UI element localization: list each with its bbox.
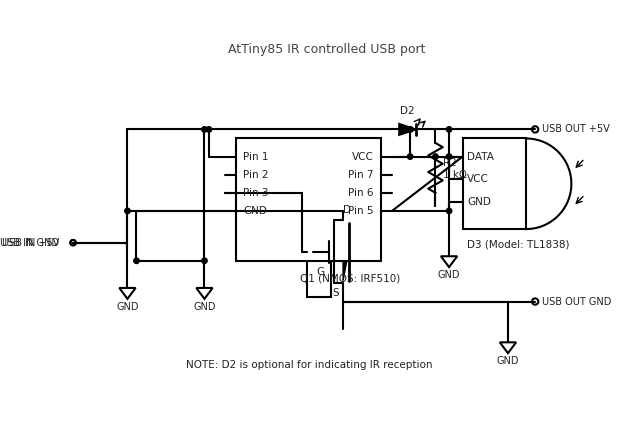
Bar bbox=[463, 139, 526, 229]
Text: Pin 1: Pin 1 bbox=[244, 152, 269, 161]
Circle shape bbox=[407, 127, 413, 132]
Bar bbox=[236, 139, 381, 261]
Text: GND: GND bbox=[467, 197, 491, 207]
Text: USB OUT GND: USB OUT GND bbox=[542, 297, 612, 307]
Text: D2: D2 bbox=[400, 106, 415, 116]
Text: S: S bbox=[332, 288, 339, 298]
Text: Q1 (NMOS: IRF510): Q1 (NMOS: IRF510) bbox=[299, 274, 400, 284]
Circle shape bbox=[407, 154, 413, 159]
Circle shape bbox=[407, 127, 413, 132]
Circle shape bbox=[125, 208, 130, 214]
Circle shape bbox=[206, 127, 211, 132]
Bar bbox=[307, 247, 331, 297]
Text: D: D bbox=[343, 205, 351, 216]
Text: Pin 3: Pin 3 bbox=[244, 188, 269, 198]
Text: NOTE: D2 is optional for indicating IR reception: NOTE: D2 is optional for indicating IR r… bbox=[187, 360, 433, 370]
Polygon shape bbox=[343, 223, 348, 281]
Text: R2: R2 bbox=[443, 158, 456, 169]
Text: GND: GND bbox=[244, 206, 267, 216]
Text: Pin 6: Pin 6 bbox=[348, 188, 374, 198]
Circle shape bbox=[446, 127, 452, 132]
Text: Pin 2: Pin 2 bbox=[244, 170, 269, 180]
Text: GND: GND bbox=[116, 301, 139, 312]
Circle shape bbox=[433, 154, 438, 159]
Text: VCC: VCC bbox=[352, 152, 374, 161]
Text: USB IN GND: USB IN GND bbox=[1, 238, 60, 248]
Circle shape bbox=[446, 154, 452, 159]
Text: GND: GND bbox=[497, 356, 519, 366]
Text: Pin 5: Pin 5 bbox=[348, 206, 374, 216]
Text: D3 (Model: TL1838): D3 (Model: TL1838) bbox=[467, 240, 570, 250]
Text: Pin 7: Pin 7 bbox=[348, 170, 374, 180]
Text: 1 kΩ: 1 kΩ bbox=[443, 170, 467, 180]
Circle shape bbox=[134, 258, 140, 264]
Text: USB OUT +5V: USB OUT +5V bbox=[542, 125, 610, 134]
Text: GND: GND bbox=[193, 301, 216, 312]
Text: DATA: DATA bbox=[467, 152, 494, 161]
Circle shape bbox=[202, 127, 207, 132]
Text: G: G bbox=[316, 267, 324, 277]
Text: AtTiny85 IR controlled USB port: AtTiny85 IR controlled USB port bbox=[228, 43, 425, 56]
Text: USB IN +5V: USB IN +5V bbox=[2, 238, 60, 248]
Circle shape bbox=[446, 208, 452, 214]
Polygon shape bbox=[399, 124, 415, 135]
Text: VCC: VCC bbox=[467, 174, 489, 184]
Circle shape bbox=[202, 258, 207, 264]
Text: GND: GND bbox=[438, 270, 460, 280]
